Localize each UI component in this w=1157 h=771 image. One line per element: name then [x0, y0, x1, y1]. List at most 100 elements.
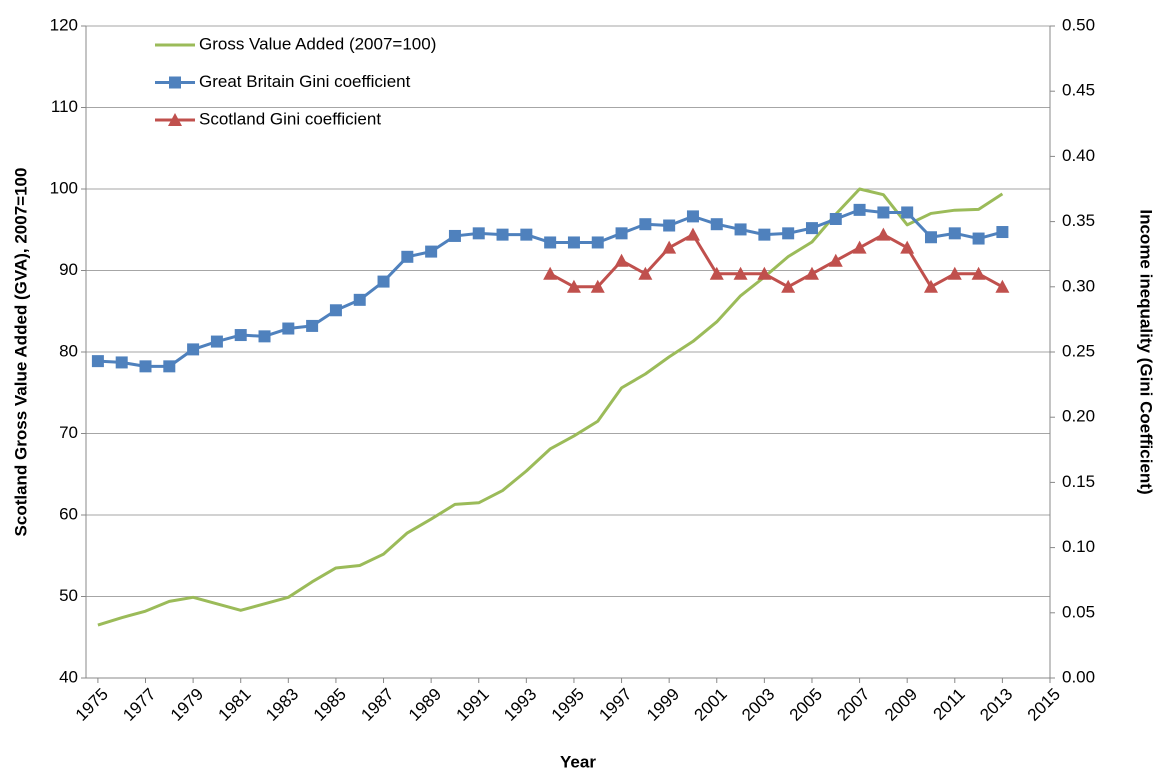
marker: [169, 76, 181, 89]
marker: [401, 250, 414, 263]
marker: [448, 229, 461, 242]
legend-label: Scotland Gini coefficient: [199, 109, 381, 128]
marker: [828, 253, 843, 267]
marker: [115, 356, 128, 369]
y-tick-label: 120: [50, 15, 78, 34]
marker: [685, 227, 700, 241]
marker: [900, 240, 915, 254]
legend-label: Gross Value Added (2007=100): [199, 34, 436, 53]
marker: [377, 275, 390, 288]
y2-tick-label: 0.00: [1062, 667, 1095, 686]
marker: [853, 203, 866, 216]
x-tick-label: 1997: [595, 685, 635, 725]
marker: [329, 304, 342, 317]
marker: [852, 240, 867, 254]
y2-tick-label: 0.20: [1062, 407, 1095, 426]
x-tick-label: 2001: [691, 685, 731, 725]
marker: [804, 266, 819, 280]
x-tick-label: 1983: [262, 685, 302, 725]
x-tick-label: 1987: [357, 685, 397, 725]
x-tick-label: 2015: [1024, 685, 1064, 725]
marker: [544, 236, 557, 249]
x-tick-label: 1991: [453, 685, 493, 725]
x-tick-label: 1979: [167, 685, 207, 725]
marker: [971, 266, 986, 280]
marker: [234, 329, 247, 342]
y2-tick-label: 0.35: [1062, 211, 1095, 230]
marker: [709, 266, 724, 280]
y-tick-label: 40: [59, 667, 78, 686]
y2-tick-label: 0.10: [1062, 537, 1095, 556]
x-tick-label: 1993: [500, 685, 540, 725]
marker: [757, 266, 772, 280]
x-tick-label: 2005: [786, 685, 826, 725]
x-tick-label: 1981: [215, 685, 255, 725]
y-tick-label: 110: [51, 97, 78, 116]
x-tick-label: 2007: [833, 685, 873, 725]
marker: [282, 322, 295, 335]
marker: [258, 330, 271, 343]
marker: [662, 240, 677, 254]
marker: [91, 355, 104, 368]
marker: [948, 227, 961, 240]
x-tick-label: 1999: [643, 685, 683, 725]
marker: [638, 266, 653, 280]
x-axis-title: Year: [560, 752, 596, 771]
x-tick-label: 2013: [976, 685, 1016, 725]
marker: [733, 266, 748, 280]
x-tick-label: 1995: [548, 685, 588, 725]
marker: [923, 279, 938, 293]
marker: [972, 232, 985, 245]
marker: [543, 266, 558, 280]
x-tick-label: 2003: [738, 685, 778, 725]
marker: [496, 228, 509, 241]
marker: [520, 228, 533, 241]
legend-label: Great Britain Gini coefficient: [199, 72, 411, 91]
y2-tick-label: 0.30: [1062, 276, 1095, 295]
marker: [877, 206, 890, 219]
marker: [353, 293, 366, 306]
marker: [567, 236, 580, 249]
marker: [876, 227, 891, 241]
marker: [168, 113, 182, 126]
y2-tick-label: 0.05: [1062, 602, 1095, 621]
y2-tick-label: 0.15: [1062, 472, 1095, 491]
y-tick-label: 50: [59, 586, 78, 605]
y-tick-label: 80: [59, 341, 78, 360]
marker: [924, 231, 937, 244]
y2-tick-label: 0.50: [1062, 15, 1095, 34]
marker: [615, 227, 628, 240]
marker: [472, 227, 485, 240]
y2-tick-label: 0.40: [1062, 146, 1095, 165]
marker: [590, 279, 605, 293]
marker: [639, 218, 652, 231]
x-tick-label: 1985: [310, 685, 350, 725]
marker: [947, 266, 962, 280]
marker: [187, 343, 200, 356]
marker: [996, 226, 1009, 239]
x-tick-label: 2009: [881, 685, 921, 725]
x-tick-label: 1977: [119, 685, 159, 725]
series-line: [97, 187, 1004, 627]
marker: [758, 228, 771, 241]
y2-tick-label: 0.45: [1062, 81, 1095, 100]
marker: [710, 218, 723, 231]
marker: [829, 212, 842, 225]
marker: [210, 335, 223, 348]
y-tick-label: 60: [59, 504, 78, 523]
marker: [614, 253, 629, 267]
y-axis-title: Scotland Gross Value Added (GVA), 2007=1…: [11, 168, 30, 537]
marker: [591, 236, 604, 249]
y2-axis-title: Income inequality (Gini Coefficient): [1137, 209, 1156, 494]
marker: [781, 279, 796, 293]
marker: [306, 319, 319, 332]
marker: [663, 219, 676, 232]
marker: [139, 360, 152, 373]
y-tick-label: 90: [59, 260, 78, 279]
x-tick-label: 2011: [930, 685, 969, 724]
marker: [425, 245, 438, 258]
marker: [805, 222, 818, 235]
x-tick-label: 1975: [72, 685, 112, 725]
marker: [734, 223, 747, 236]
